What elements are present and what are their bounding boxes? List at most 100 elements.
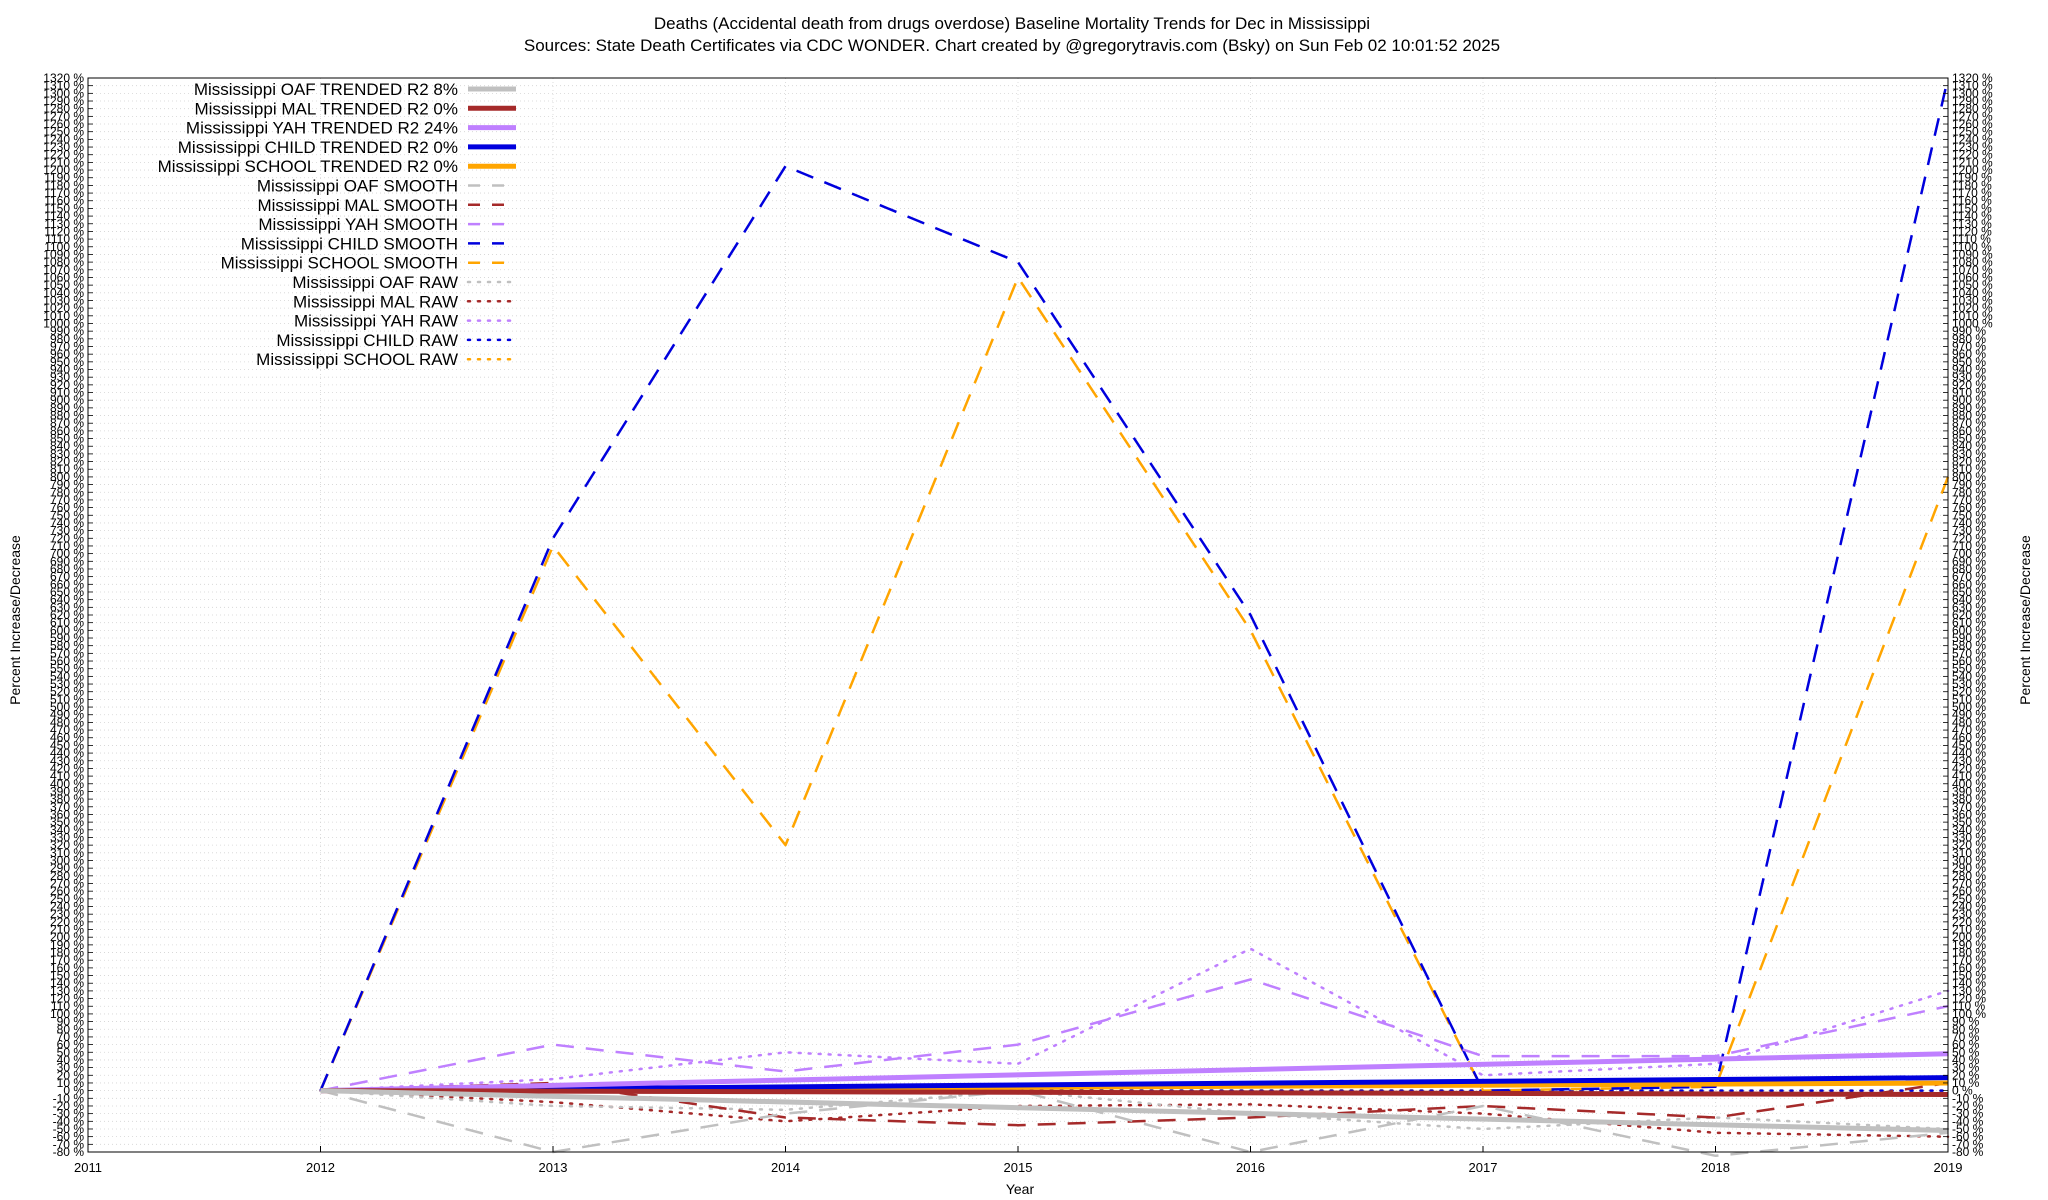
y-tick-label-right: 400 %	[1952, 777, 1986, 791]
y-axis-label-right: Percent Increase/Decrease	[2017, 535, 2033, 705]
y-tick-label-right: 780 %	[1952, 485, 1986, 499]
y-tick-label: 1120 %	[44, 224, 84, 238]
series-line	[319, 1089, 1950, 1138]
legend-entry: Mississippi YAH RAW	[294, 312, 458, 331]
y-tick-label-right: 260 %	[1952, 884, 1986, 898]
y-tick-label-right: 250 %	[1952, 892, 1986, 906]
y-tick-label-right: 1130 %	[1952, 217, 1992, 231]
y-tick-label: 1000 %	[43, 316, 84, 330]
y-tick-label-right: 560 %	[1952, 654, 1986, 668]
y-tick-label-right: 890 %	[1952, 401, 1986, 415]
y-tick-label: 800 %	[50, 470, 84, 484]
y-tick-label-right: 660 %	[1952, 577, 1986, 591]
series-line	[320, 1088, 1949, 1133]
chart-title: Deaths (Accidental death from drugs over…	[654, 14, 1370, 33]
y-tick-label-right: 1040 %	[1952, 286, 1993, 300]
y-tick-label-right: 1240 %	[1952, 132, 1993, 146]
y-tick-label-right: 700 %	[1952, 547, 1986, 561]
legend-entry: Mississippi CHILD SMOOTH	[241, 234, 458, 253]
y-tick-label-right: 1220 %	[1952, 148, 1993, 162]
y-tick-label-right: 80 %	[1952, 1022, 1980, 1036]
y-tick-label-right: 230 %	[1952, 907, 1986, 921]
y-tick-label: 620 %	[50, 608, 84, 622]
x-tick-label: 2019	[1934, 1160, 1963, 1175]
series-line	[319, 947, 1950, 1092]
y-tick-label: -30 %	[53, 1107, 85, 1121]
y-tick-label-right: 440 %	[1952, 746, 1986, 760]
y-tick-label: 630 %	[50, 600, 84, 614]
y-tick-label: 1260 %	[43, 117, 84, 131]
y-tick-label-right: -70 %	[1952, 1137, 1984, 1151]
y-tick-label-right: 720 %	[1952, 531, 1986, 545]
y-tick-label-right: 390 %	[1952, 784, 1986, 798]
y-tick-label: 170 %	[50, 953, 84, 967]
y-tick-label: 240 %	[50, 900, 84, 914]
y-tick-label: 120 %	[50, 992, 84, 1006]
legend-entry: Mississippi SCHOOL TRENDED R2 0%	[158, 157, 458, 176]
y-tick-label: 100 %	[50, 1007, 84, 1021]
y-tick-label-right: 430 %	[1952, 754, 1986, 768]
y-tick-label-right: 340 %	[1952, 823, 1986, 837]
y-tick-label: 880 %	[50, 409, 84, 423]
y-tick-label-right: 1060 %	[1952, 270, 1993, 284]
y-tick-label-right: 1230 %	[1952, 140, 1993, 154]
y-tick-label: 480 %	[50, 715, 84, 729]
y-tick-label-right: 490 %	[1952, 708, 1986, 722]
y-tick-label-right: 280 %	[1952, 869, 1986, 883]
series-line	[320, 1051, 1949, 1094]
y-tick-label: -80 %	[53, 1145, 85, 1159]
y-tick-label-right: 140 %	[1952, 976, 1986, 990]
y-tick-label-right: 520 %	[1952, 685, 1986, 699]
y-tick-label: 1030 %	[43, 293, 84, 307]
y-tick-label: 720 %	[50, 531, 84, 545]
y-tick-label-right: 1280 %	[1952, 102, 1993, 116]
y-tick-label-right: 610 %	[1952, 616, 1986, 630]
y-tick-label: 690 %	[50, 554, 84, 568]
y-tick-label-right: 100 %	[1952, 1007, 1986, 1021]
y-tick-label: 250 %	[50, 892, 84, 906]
y-tick-label-right: 170 %	[1952, 953, 1986, 967]
y-tick-label-right: 910 %	[1952, 386, 1986, 400]
y-tick-label-right: -80 %	[1952, 1145, 1984, 1159]
y-tick-label-right: 750 %	[1952, 508, 1986, 522]
y-tick-label-right: 1020 %	[1952, 301, 1993, 315]
y-tick-label-right: 1070 %	[1952, 263, 1993, 277]
y-tick-label: 890 %	[50, 401, 84, 415]
y-tick-label: 260 %	[50, 884, 84, 898]
y-tick-label: 840 %	[50, 439, 84, 453]
y-tick-label: 940 %	[50, 363, 84, 377]
y-tick-label-right: 290 %	[1952, 861, 1986, 875]
y-tick-label-right: 360 %	[1952, 807, 1986, 821]
y-tick-label: -70 %	[53, 1137, 85, 1151]
y-tick-label: 930 %	[50, 370, 84, 384]
y-tick-label: 360 %	[50, 807, 84, 821]
y-tick-label: 40 %	[57, 1053, 85, 1067]
y-tick-label-right: 1140 %	[1952, 209, 1992, 223]
y-tick-label: 1300 %	[43, 86, 84, 100]
x-tick-label: 2012	[306, 1160, 335, 1175]
y-tick-label-right: 50 %	[1952, 1045, 1980, 1059]
y-tick-label: 200 %	[50, 930, 84, 944]
y-tick-label-right: 770 %	[1952, 493, 1986, 507]
y-tick-label-right: 90 %	[1952, 1015, 1980, 1029]
y-tick-label: 1080 %	[43, 255, 84, 269]
y-tick-label: 960 %	[50, 347, 84, 361]
y-tick-label-right: 130 %	[1952, 984, 1986, 998]
y-tick-label-right: -50 %	[1952, 1122, 1984, 1136]
y-tick-label-right: 370 %	[1952, 800, 1986, 814]
y-tick-label-right: 940 %	[1952, 363, 1986, 377]
legend-entry: Mississippi YAH SMOOTH	[258, 215, 458, 234]
y-tick-label: -50 %	[53, 1122, 85, 1136]
y-tick-label: 1020 %	[43, 301, 84, 315]
y-tick-label: 500 %	[50, 700, 84, 714]
y-tick-label-right: 1150 %	[1952, 201, 1992, 215]
y-tick-label: 740 %	[50, 516, 84, 530]
y-tick-label: 510 %	[50, 692, 84, 706]
y-tick-label: 1050 %	[43, 278, 84, 292]
y-tick-label: 60 %	[57, 1038, 85, 1052]
y-tick-label: 490 %	[50, 708, 84, 722]
y-tick-label: 340 %	[50, 823, 84, 837]
y-tick-label: 820 %	[50, 455, 84, 469]
y-tick-label: 30 %	[57, 1061, 85, 1075]
y-tick-label-right: 980 %	[1952, 332, 1986, 346]
